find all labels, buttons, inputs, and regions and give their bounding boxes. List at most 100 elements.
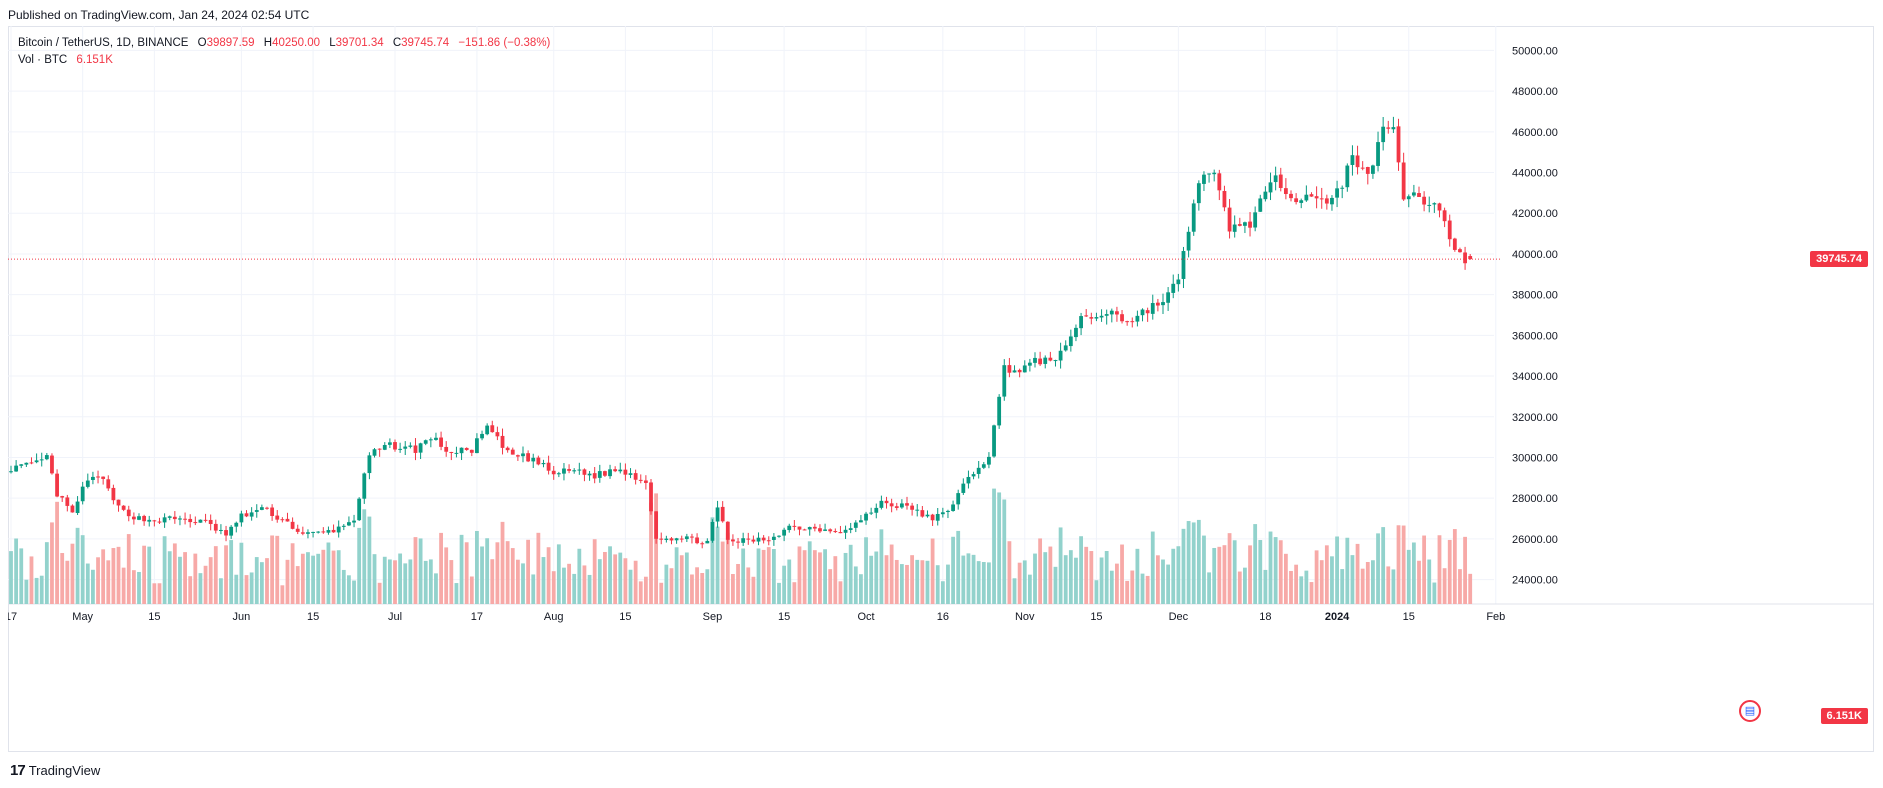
candle-body: [1309, 194, 1314, 197]
volume-bar: [65, 560, 70, 604]
candle-body: [1043, 357, 1048, 364]
candle-body: [874, 507, 879, 513]
candle-body: [285, 518, 290, 522]
candles: [9, 116, 1473, 549]
time-tick-label: 2024: [1325, 611, 1350, 623]
candle-body: [679, 538, 684, 540]
volume-bar: [1468, 573, 1473, 604]
candle-body: [818, 528, 822, 532]
volume-bar: [1002, 499, 1007, 604]
candle-body: [1452, 238, 1457, 250]
volume-bar: [1155, 555, 1160, 604]
volume-bar: [321, 549, 326, 604]
volume-bar: [1314, 550, 1319, 604]
candle-body: [152, 520, 157, 522]
candle-body: [34, 460, 39, 463]
candle-body: [746, 538, 751, 540]
footer-brand[interactable]: 17 TradingView: [10, 762, 100, 779]
time-tick-label: Nov: [1015, 611, 1035, 623]
volume-bar: [782, 565, 787, 604]
candle-body: [853, 522, 858, 528]
candle-body: [551, 470, 556, 475]
candle-body: [618, 469, 623, 472]
volume-bar: [1391, 569, 1396, 604]
candle-body: [413, 445, 418, 453]
candle-body: [597, 471, 602, 478]
volume-label[interactable]: Vol · BTC: [18, 54, 68, 66]
candle-body: [1330, 197, 1334, 205]
candle-body: [500, 435, 505, 448]
candle-body: [981, 464, 986, 468]
volume-bar: [1089, 551, 1094, 604]
candle-body: [1381, 126, 1386, 143]
candle-body: [1432, 203, 1437, 205]
volume-bar: [1258, 540, 1263, 604]
candle-body: [449, 451, 454, 453]
volume-bar: [951, 536, 955, 604]
candle-body: [1304, 194, 1309, 201]
candle-body: [219, 529, 223, 531]
last-price-tag: 39745.74: [1810, 251, 1868, 268]
candle-body: [254, 510, 259, 512]
volume-bar: [111, 548, 116, 604]
candle-body: [899, 503, 904, 508]
candle-body: [761, 537, 766, 541]
candle-body: [1324, 198, 1329, 204]
volume-bar: [244, 575, 249, 604]
candle-body: [1427, 204, 1432, 206]
volume-bar: [19, 548, 24, 604]
volume-bar: [183, 552, 187, 604]
volume-bar: [413, 537, 418, 604]
candle-body: [142, 515, 147, 522]
candle-body: [976, 467, 981, 474]
symbol-label[interactable]: Bitcoin / TetherUS, 1D, BINANCE: [18, 37, 189, 49]
time-tick-label: Jul: [388, 611, 402, 623]
volume-bar: [326, 542, 331, 604]
candle-body: [812, 526, 817, 529]
candle-body: [75, 501, 80, 513]
volume-bars: [9, 488, 1473, 604]
volume-bar: [1038, 538, 1043, 604]
volume-bar: [1406, 549, 1411, 604]
candle-body: [188, 518, 193, 523]
candlestick-chart[interactable]: 24000.00 26000.00 28000.00 30000.00 32000.00…: [8, 26, 1874, 752]
volume-bar: [1422, 535, 1427, 604]
volume-bar: [1104, 551, 1109, 604]
volume-bar: [1253, 524, 1258, 604]
volume-bar: [1289, 570, 1293, 604]
candle-body: [434, 437, 438, 440]
candle-body: [572, 470, 577, 472]
candle-body: [1283, 188, 1288, 195]
candle-body: [229, 526, 234, 536]
volume-bar: [254, 557, 259, 604]
candle-body: [1033, 357, 1037, 363]
volume-bar: [1125, 580, 1130, 604]
volume-bar: [1458, 569, 1462, 604]
candle-body: [828, 529, 833, 532]
candle-body: [792, 525, 797, 527]
us-flag-icon[interactable]: ▤: [1739, 700, 1761, 722]
volume-bar: [300, 553, 305, 604]
candle-body: [766, 540, 771, 542]
volume-bar: [1207, 572, 1211, 604]
volume-bar: [208, 557, 213, 604]
candle-body: [70, 505, 75, 513]
volume-bar: [178, 556, 182, 604]
volume-bar: [1365, 562, 1370, 604]
volume-bar: [608, 546, 612, 604]
candle-body: [65, 497, 70, 506]
candle-body: [562, 468, 566, 474]
candle-body: [495, 432, 500, 437]
candle-body: [147, 519, 152, 522]
candle-body: [428, 439, 433, 441]
volume-bar: [505, 541, 510, 604]
price-tick-label: 28000.00: [1512, 493, 1558, 505]
low-value: 39701.34: [335, 37, 384, 49]
candle-body: [131, 516, 136, 520]
volume-bar: [710, 517, 715, 604]
candle-body: [823, 529, 827, 531]
price-tick-label: 44000.00: [1512, 168, 1558, 180]
volume-bar: [838, 581, 843, 604]
candle-body: [480, 433, 484, 439]
candle-body: [1417, 193, 1421, 197]
